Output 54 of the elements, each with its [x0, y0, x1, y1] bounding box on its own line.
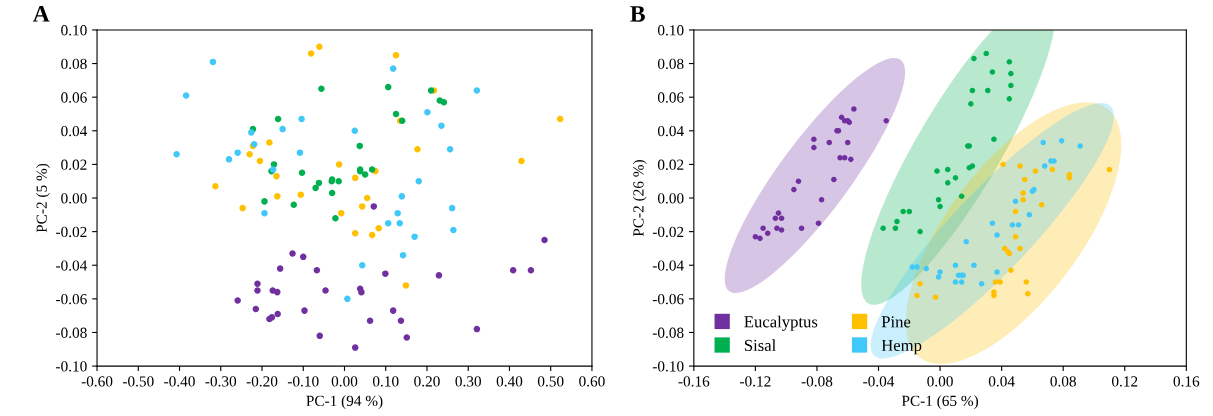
- x-tick-label: 0.20: [414, 376, 440, 387]
- y-tick-label: 0.02: [61, 159, 87, 170]
- legend-label: Sisal: [744, 339, 776, 352]
- x-tick-label: -0.16: [678, 376, 710, 387]
- x-axis-title: PC-1 (94 %): [306, 395, 383, 410]
- legend-label: Eucalyptus: [744, 315, 818, 331]
- y-tick-label: 0.08: [657, 58, 684, 70]
- x-tick-label: 0.16: [1173, 376, 1200, 387]
- y-tick-label: -0.10: [652, 361, 684, 372]
- y-tick-label: 0.00: [657, 193, 684, 204]
- y-axis-title: PC-2 (26 %): [632, 160, 647, 237]
- x-tick-label: 0.08: [1050, 376, 1076, 387]
- y-tick-label: 0.06: [61, 92, 87, 103]
- x-tick-label: 0.10: [372, 376, 399, 387]
- x-tick-label: -0.40: [164, 376, 195, 387]
- x-tick-label: -0.10: [287, 376, 319, 387]
- y-tick-label: 0.04: [61, 125, 88, 137]
- y-tick-label: 0.00: [61, 193, 87, 204]
- y-tick-label: -0.08: [652, 327, 684, 338]
- y-tick-label: -0.02: [652, 226, 684, 238]
- x-tick-label: 0.60: [579, 376, 605, 387]
- y-tick-label: -0.04: [652, 260, 684, 271]
- x-tick-label: 0.04: [988, 376, 1015, 387]
- x-tick-label: -0.60: [81, 376, 113, 387]
- y-tick-label: -0.06: [56, 294, 87, 305]
- x-tick-label: 0.00: [927, 376, 953, 387]
- x-tick-label: -0.04: [863, 376, 895, 387]
- y-tick-label: 0.06: [657, 92, 684, 103]
- x-tick-label: 0.12: [1111, 376, 1138, 387]
- x-tick-label: -0.20: [246, 376, 278, 387]
- legend-label: Pine: [881, 316, 911, 328]
- x-tick-label: -0.50: [122, 376, 154, 387]
- y-tick-label: 0.02: [657, 159, 684, 170]
- y-tick-label: 0.10: [657, 25, 684, 36]
- x-tick-label: -0.12: [740, 376, 771, 387]
- chart-title: A: [32, 6, 50, 22]
- x-tick-label: -0.30: [205, 376, 237, 387]
- y-tick-label: -0.10: [56, 361, 87, 372]
- y-tick-label: 0.10: [61, 25, 87, 36]
- legend-label: Hemp: [881, 339, 922, 355]
- chart-title: B: [630, 6, 645, 22]
- x-tick-label: 0.00: [331, 376, 358, 387]
- y-tick-label: -0.02: [56, 226, 87, 238]
- x-tick-label: 0.30: [455, 376, 481, 387]
- y-axis-title: PC-2 (5 %): [36, 163, 50, 233]
- x-tick-label: -0.08: [801, 376, 833, 387]
- y-tick-label: -0.08: [56, 327, 87, 338]
- x-axis-title: PC-1 (65 %): [901, 395, 979, 410]
- y-tick-label: -0.04: [56, 260, 88, 271]
- y-tick-label: 0.08: [61, 58, 87, 70]
- x-tick-label: 0.50: [537, 376, 564, 387]
- x-tick-label: 0.40: [496, 376, 523, 387]
- y-tick-label: -0.06: [652, 294, 684, 305]
- y-tick-label: 0.04: [657, 125, 684, 137]
